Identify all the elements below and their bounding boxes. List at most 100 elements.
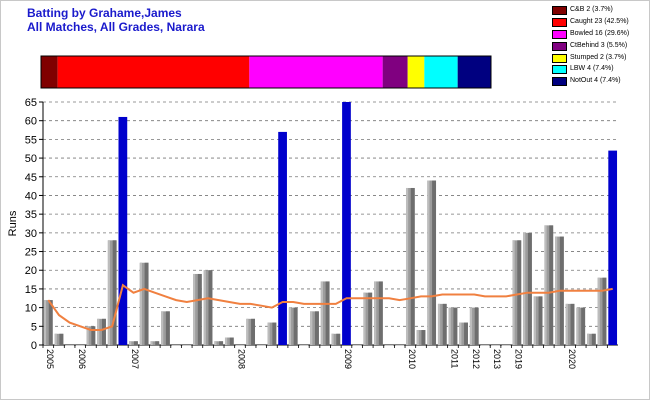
x-year-label: 2007: [130, 349, 140, 369]
x-year-label: 2005: [45, 349, 55, 369]
bar-out: [469, 307, 479, 345]
bar-highlight: [459, 322, 462, 345]
bar-out: [54, 333, 64, 345]
bar-highlight: [161, 311, 164, 345]
dismissal-segment: [249, 56, 383, 88]
bar-highlight: [310, 311, 313, 345]
legend-label: Stumped 2 (3.7%): [570, 53, 627, 61]
dismissal-segment: [407, 56, 425, 88]
bar-out: [501, 345, 511, 346]
bar-shade: [165, 311, 170, 345]
bar-shade: [293, 307, 298, 345]
bar-highlight: [427, 180, 430, 345]
y-axis-label: Runs: [7, 210, 19, 236]
x-year-label: 2006: [77, 349, 87, 369]
bar-out: [256, 345, 266, 346]
y-tick-label: 65: [25, 97, 37, 109]
bar-shade: [144, 262, 149, 345]
bar-highlight: [86, 326, 89, 345]
bar-shade: [421, 330, 426, 345]
y-tick-label: 10: [25, 303, 37, 315]
y-tick-label: 60: [25, 116, 37, 128]
bar-shade: [102, 318, 106, 345]
bar-out: [533, 296, 543, 345]
bar-highlight: [288, 307, 292, 345]
bar-shade: [368, 292, 373, 345]
y-tick-label: 20: [25, 265, 37, 277]
bar-shade: [251, 318, 256, 345]
legend-label: LBW 4 (7.4%): [570, 65, 614, 73]
bar-highlight: [565, 303, 568, 345]
x-year-label: 2019: [514, 349, 524, 369]
bar-shade: [410, 187, 415, 345]
y-tick-label: 45: [25, 172, 37, 184]
y-tick-label: 0: [31, 340, 37, 352]
bar-notout: [118, 116, 128, 345]
bar-highlight: [43, 300, 47, 345]
bar-highlight: [416, 330, 419, 345]
bar-highlight: [576, 307, 579, 345]
bar-out: [139, 262, 149, 345]
dismissal-segment: [382, 56, 408, 88]
bar-shade: [378, 281, 383, 345]
bar-highlight: [97, 318, 100, 345]
legend-swatch: [552, 65, 567, 75]
y-tick-label: 30: [25, 228, 37, 240]
legend-label: Caught 23 (42.5%): [570, 17, 629, 25]
legend-swatch: [552, 6, 567, 15]
bar-shade: [314, 311, 319, 345]
bar-shade: [591, 333, 596, 345]
bar-out: [523, 232, 532, 345]
bar-highlight: [331, 333, 334, 345]
legend-swatch: [552, 53, 567, 63]
bar-highlight: [448, 307, 451, 345]
legend-swatch: [552, 77, 567, 87]
bar-highlight: [363, 292, 366, 345]
bar-highlight: [267, 322, 270, 345]
bar-out: [235, 345, 245, 346]
legend-label: CtBehind 3 (5.5%): [570, 41, 628, 49]
x-year-label: 2009: [343, 349, 353, 369]
bar-out: [576, 307, 586, 345]
dismissal-segment: [41, 56, 58, 88]
bar-out: [331, 333, 341, 345]
bar-out: [299, 345, 309, 346]
bar-highlight: [512, 240, 515, 345]
bar-out: [75, 345, 85, 346]
y-tick-label: 40: [25, 190, 37, 202]
legend-label: Bowled 16 (29.6%): [570, 29, 630, 37]
y-tick-label: 5: [31, 321, 37, 333]
legend-item: NotOut 4 (7.4%): [552, 76, 646, 87]
bar-out: [107, 240, 117, 345]
bar-out: [448, 307, 458, 345]
x-year-label: 2008: [237, 349, 247, 369]
bar-shade: [133, 341, 138, 345]
bar-shade: [527, 232, 532, 345]
bar-out: [182, 345, 192, 346]
bar-out: [203, 270, 213, 345]
x-year-label: 2012: [471, 349, 481, 369]
bar-out: [384, 345, 394, 346]
bar-out: [363, 292, 373, 345]
bar-highlight: [129, 341, 132, 345]
bar-shade: [272, 322, 277, 345]
bar-out: [86, 326, 96, 345]
bar-shade: [197, 273, 202, 345]
legend-item: Stumped 2 (3.7%): [552, 53, 646, 64]
bar-shade: [229, 337, 234, 345]
y-tick-label: 50: [25, 153, 37, 165]
bar-highlight: [224, 337, 228, 345]
bar-out: [565, 303, 575, 345]
bar-shade: [155, 341, 160, 345]
bar-out: [459, 322, 468, 345]
bar-shade: [442, 303, 447, 345]
bar-shade: [581, 307, 586, 345]
bar-shade: [208, 270, 213, 345]
average-line: [47, 283, 613, 331]
bar-out: [288, 307, 298, 345]
bar-out: [129, 341, 138, 345]
legend-swatch: [552, 41, 567, 51]
y-tick-label: 15: [25, 284, 37, 296]
bar-out: [310, 311, 319, 345]
bar-shade: [48, 300, 53, 345]
